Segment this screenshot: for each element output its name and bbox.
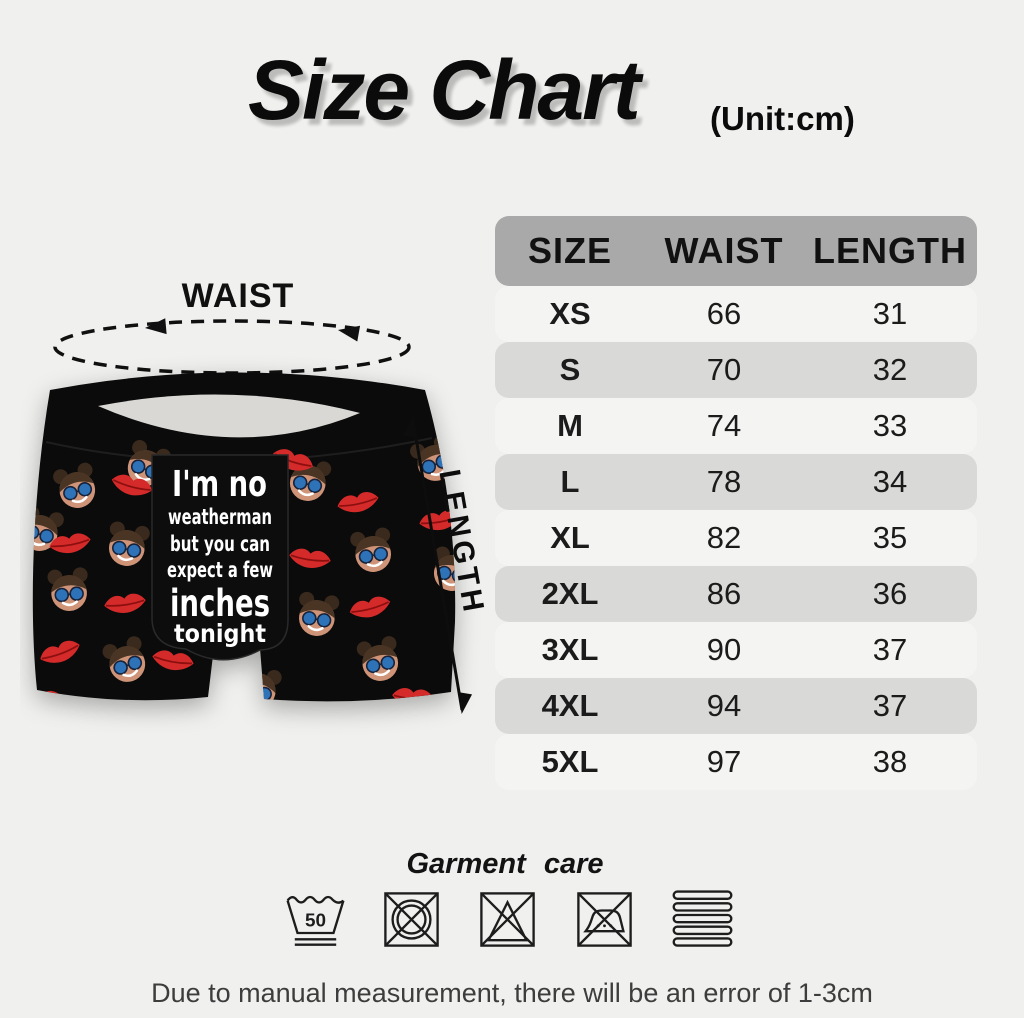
length-arrow-bottom-icon bbox=[458, 692, 473, 714]
waist-cell: 97 bbox=[706, 744, 742, 779]
boxer-measurement-diagram: WAIST bbox=[32, 277, 490, 714]
slogan-line-3: but you can bbox=[170, 532, 270, 556]
table-row: M 74 33 bbox=[495, 398, 977, 454]
machine-wash-50-icon: 50 bbox=[286, 895, 345, 946]
size-cell: 5XL bbox=[541, 744, 599, 779]
size-cell: 3XL bbox=[541, 632, 599, 667]
length-arrow-top-icon bbox=[402, 416, 417, 438]
waist-cell: 70 bbox=[706, 352, 742, 387]
waist-cell: 90 bbox=[706, 632, 742, 667]
waist-arrow-left-icon bbox=[145, 318, 167, 335]
table-row: XS 66 31 bbox=[495, 286, 977, 342]
length-cell: 33 bbox=[872, 408, 908, 443]
measurement-disclaimer: Due to manual measurement, there will be… bbox=[151, 978, 873, 1008]
dry-flat-icon bbox=[672, 890, 733, 947]
slogan-line-4: expect a few bbox=[167, 558, 273, 582]
table-row: L 78 34 bbox=[495, 454, 977, 510]
slogan-panel bbox=[151, 454, 289, 661]
page-title: Size Chart bbox=[248, 43, 641, 137]
size-cell: 2XL bbox=[541, 576, 599, 611]
waistband-opening bbox=[98, 394, 360, 438]
length-cell: 37 bbox=[872, 632, 908, 667]
length-cell: 35 bbox=[872, 520, 908, 555]
waist-cell: 74 bbox=[706, 408, 742, 443]
waist-cell: 86 bbox=[706, 576, 742, 611]
column-header-waist: WAIST bbox=[664, 230, 784, 271]
length-cell: 36 bbox=[872, 576, 908, 611]
waist-cell: 82 bbox=[706, 520, 742, 555]
size-table-header-row: SIZE WAIST LENGTH bbox=[495, 216, 977, 286]
slogan-line-1: I'm no bbox=[172, 464, 267, 505]
size-cell: S bbox=[559, 352, 581, 387]
length-cell: 31 bbox=[872, 296, 908, 331]
do-not-iron-icon bbox=[577, 892, 632, 947]
boxer-shorts: I'm no weatherman but you can expect a f… bbox=[32, 372, 456, 702]
size-cell: XL bbox=[550, 520, 590, 555]
waist-cell: 78 bbox=[706, 464, 742, 499]
table-row: XL 82 35 bbox=[495, 510, 977, 566]
length-cell: 32 bbox=[872, 352, 908, 387]
size-cell: M bbox=[557, 408, 583, 443]
table-row: 2XL 86 36 bbox=[495, 566, 977, 622]
do-not-bleach-icon bbox=[480, 892, 535, 947]
waist-arrow-right-icon bbox=[338, 325, 361, 342]
length-cell: 34 bbox=[872, 464, 908, 499]
table-row: S 70 32 bbox=[495, 342, 977, 398]
slogan-line-2: weatherman bbox=[168, 505, 272, 529]
waist-cell: 66 bbox=[706, 296, 742, 331]
size-table: SIZE WAIST LENGTH XS 66 31 S 70 32 M 74 … bbox=[495, 216, 977, 790]
waist-cell: 94 bbox=[706, 688, 742, 723]
wash-temp-label: 50 bbox=[305, 911, 326, 932]
waist-label: WAIST bbox=[182, 277, 295, 315]
slogan-line-5: inches bbox=[170, 582, 270, 625]
length-cell: 37 bbox=[872, 688, 908, 723]
table-row: 3XL 90 37 bbox=[495, 622, 977, 678]
size-cell: 4XL bbox=[541, 688, 599, 723]
length-cell: 38 bbox=[872, 744, 908, 779]
column-header-length: LENGTH bbox=[813, 230, 967, 271]
column-header-size: SIZE bbox=[527, 230, 612, 271]
size-cell: XS bbox=[549, 296, 591, 331]
table-row: 4XL 94 37 bbox=[495, 678, 977, 734]
length-measure-arrow: LENGTH bbox=[402, 416, 490, 714]
size-cell: L bbox=[560, 464, 580, 499]
table-row: 5XL 97 38 bbox=[495, 734, 977, 790]
slogan-line-6: tonight bbox=[174, 619, 266, 648]
do-not-tumble-dry-icon bbox=[384, 892, 439, 947]
unit-label: (Unit:cm) bbox=[710, 100, 855, 137]
garment-care-title: Garment care bbox=[406, 848, 604, 880]
waist-measure-ellipse bbox=[53, 318, 411, 375]
garment-care-icons: 50 bbox=[286, 890, 733, 947]
